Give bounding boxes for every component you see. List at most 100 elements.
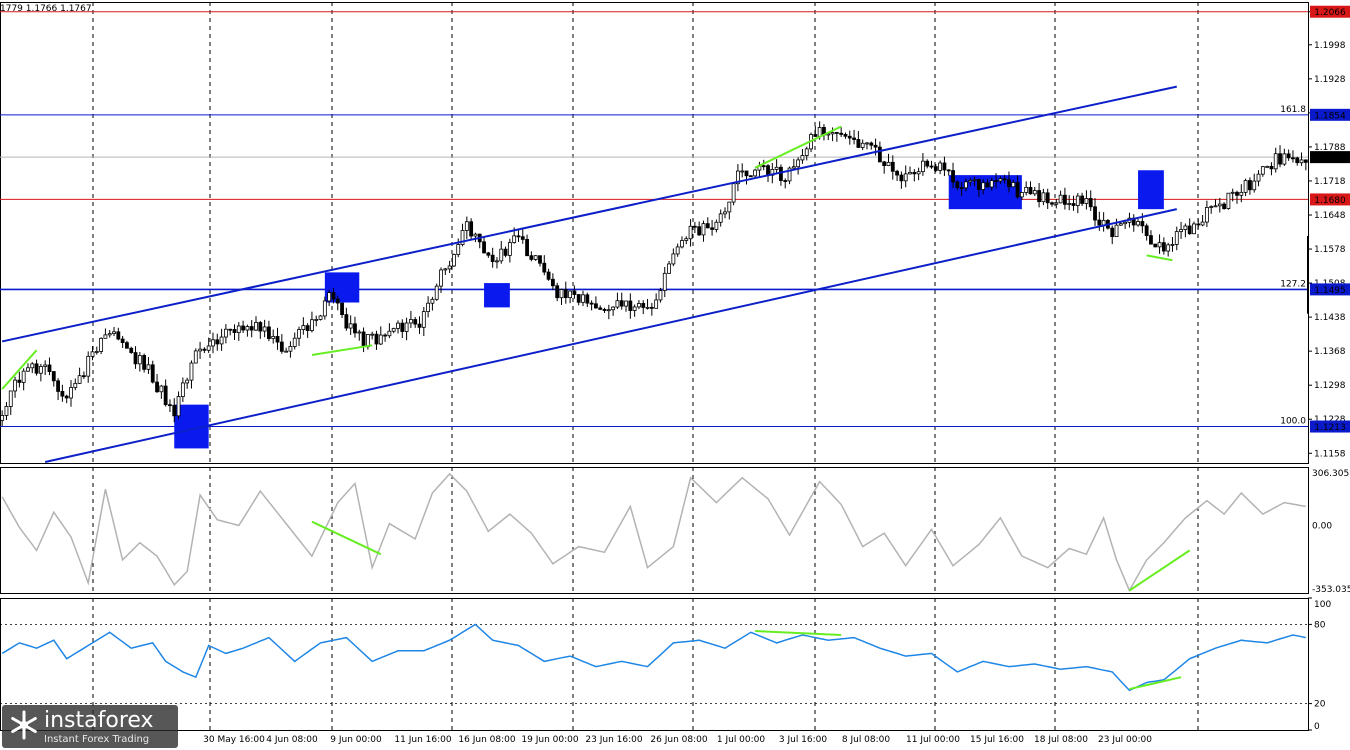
candle-body (550, 278, 555, 287)
candle-body (1144, 225, 1149, 237)
cci-axis-label: 306.3051 (1312, 469, 1350, 479)
price-zone-box (948, 175, 1022, 210)
candle-body (1114, 224, 1119, 238)
candle-body (408, 319, 413, 324)
candle-body (396, 322, 400, 329)
candle-body (658, 290, 663, 301)
candle-body (1153, 243, 1158, 248)
candle-body (69, 387, 73, 399)
candle-body (387, 330, 392, 337)
candle-body (275, 336, 280, 343)
candle-body (942, 162, 947, 171)
candle-body (1110, 227, 1115, 238)
price-axis-label: 1.1228 (1314, 415, 1346, 425)
candle-body (365, 334, 370, 348)
candle-body (1217, 203, 1222, 207)
candle-body (1282, 153, 1287, 165)
time-axis-label: 26 Jun 08:00 (650, 735, 707, 745)
candle-body (710, 227, 714, 230)
price-level-label: 1.1854 (1314, 111, 1346, 121)
candle-body (413, 319, 418, 325)
snowflake-logo-icon (11, 710, 37, 740)
time-axis-label: 11 Jun 16:00 (394, 735, 451, 745)
candle-body (258, 322, 263, 332)
candle-body (1273, 153, 1278, 170)
candle-body (847, 135, 852, 139)
candle-body (1161, 242, 1166, 252)
candle-body (490, 254, 495, 262)
candle-body (1058, 194, 1063, 204)
candle-body (241, 325, 246, 331)
candle-body (1032, 190, 1037, 195)
candle-body (150, 364, 155, 383)
time-axis-label: 16 Jun 08:00 (458, 735, 515, 745)
rsi-line (1, 623, 1306, 692)
price-level-label: 1.2066 (1314, 8, 1346, 18)
price-zone-box (484, 283, 510, 308)
candle-body (503, 248, 508, 256)
candle-body (1291, 157, 1295, 160)
candle-body (856, 139, 861, 148)
candle-body (417, 323, 422, 328)
candle-body (654, 299, 659, 309)
candle-body (1286, 153, 1291, 159)
candle-body (297, 329, 301, 339)
candle-body (1019, 192, 1024, 198)
candle-body (125, 342, 129, 349)
rsi-divergence-line (1129, 676, 1182, 691)
candle-body (430, 298, 435, 304)
candle-body (748, 175, 753, 178)
candle-body (232, 329, 237, 333)
candle-body (1170, 244, 1175, 246)
ohlc-readout: 1779 1.1766 1.1767 (0, 4, 92, 14)
candle-body (499, 248, 504, 262)
candle-body (779, 166, 783, 181)
candle-body (348, 323, 353, 329)
candle-body (1037, 190, 1041, 203)
candle-body (1187, 225, 1192, 235)
candle-body (735, 170, 740, 185)
price-level-badge (1310, 108, 1350, 121)
candles (0, 121, 1308, 427)
candle-body (383, 334, 387, 337)
candle-body (452, 254, 456, 267)
rsi-axis-label: 80 (1314, 620, 1326, 630)
candle-body (791, 166, 796, 169)
candle-body (374, 333, 379, 345)
candle-body (998, 178, 1003, 182)
candle-body (0, 415, 5, 421)
candle-body (1062, 194, 1067, 205)
candle-body (886, 161, 891, 166)
candle-body (611, 306, 616, 311)
candle-body (968, 180, 973, 183)
candle-body (783, 180, 788, 182)
time-axis-label: 18 Jul 08:00 (1034, 735, 1088, 745)
time-axis-label: 3 Jul 16:00 (779, 735, 828, 745)
current-price-badge (1310, 151, 1350, 164)
price-axis-label: 1.1788 (1314, 143, 1346, 153)
candle-body (1028, 186, 1033, 195)
price-axis-label: 1.1648 (1314, 211, 1346, 221)
candle-body (1071, 203, 1076, 206)
candle-body (1045, 192, 1050, 204)
rsi-panel-frame (0, 598, 1309, 731)
price-axis-label: 1.1578 (1314, 245, 1346, 255)
cci-axis-label: -353.0356 (1312, 585, 1350, 595)
candle-body (284, 350, 289, 353)
candle-body (447, 265, 452, 270)
candle-body (103, 334, 108, 339)
candle-body (73, 382, 78, 388)
candle-body (51, 371, 56, 382)
candle-body (318, 315, 323, 320)
candle-body (361, 331, 366, 348)
candle-body (563, 289, 568, 299)
candle-body (542, 262, 547, 273)
candle-body (219, 336, 224, 345)
candle-body (865, 142, 869, 145)
price-level-label: 1.1213 (1314, 423, 1346, 433)
logo-tagline: Instant Forex Trading (44, 734, 150, 745)
candle-body (176, 396, 181, 417)
time-axis-label: 8 Jul 08:00 (842, 735, 891, 745)
current-price-label: 1.1767 (1314, 154, 1346, 164)
